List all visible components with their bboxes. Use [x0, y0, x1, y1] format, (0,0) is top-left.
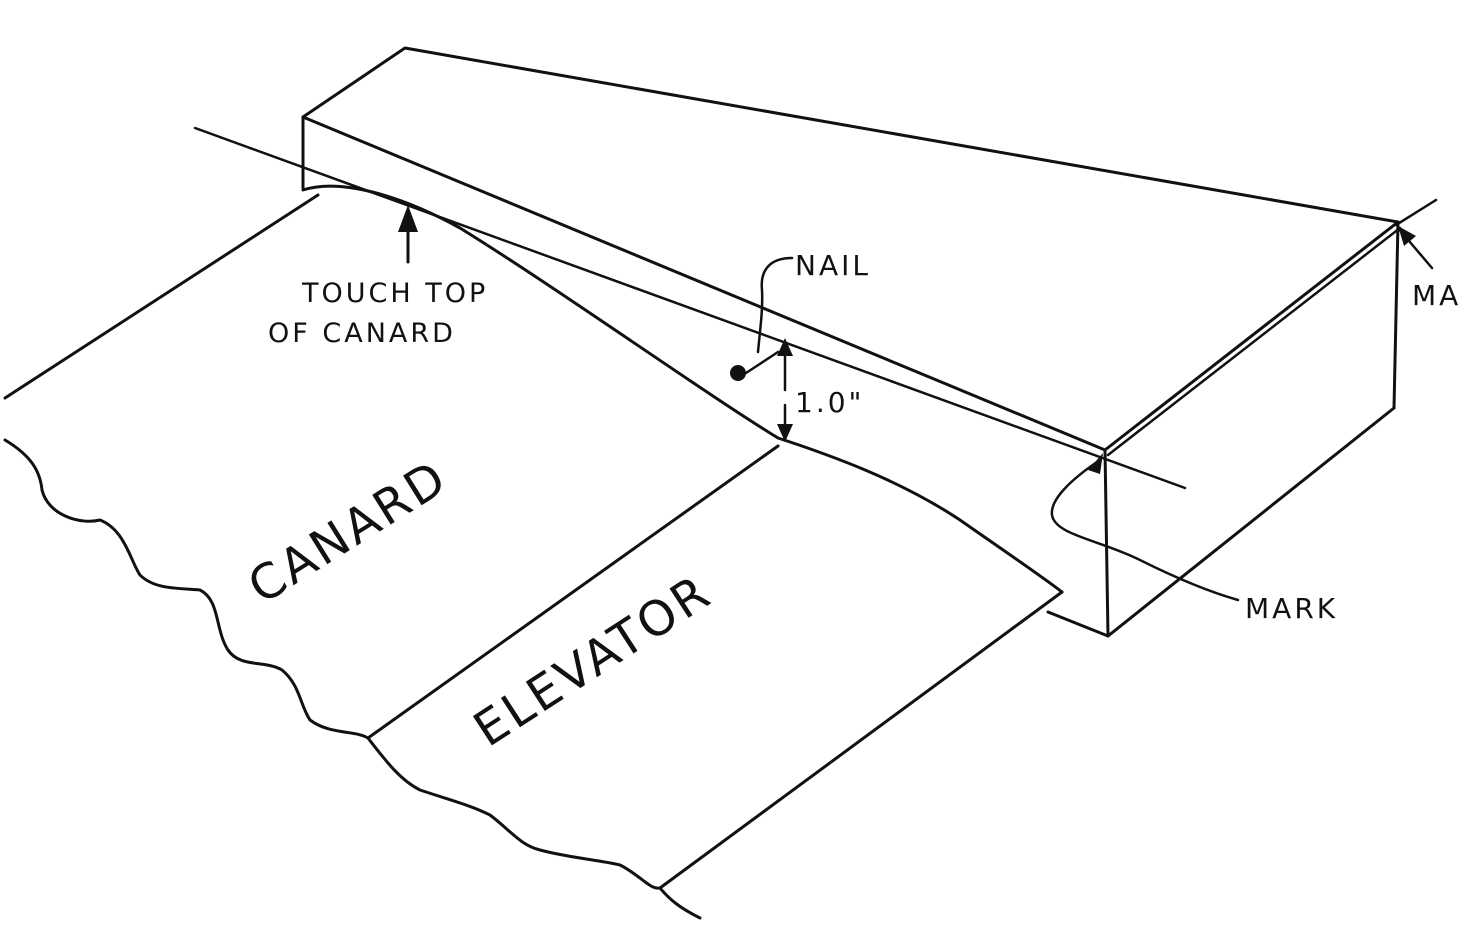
- mark-label-upper: MA: [1412, 279, 1461, 312]
- elevator-surface: [366, 590, 1064, 920]
- airfoil-profile: [301, 184, 1064, 594]
- airfoil-curve: [301, 184, 1064, 594]
- reference-line: [193, 126, 1187, 490]
- template-block: [301, 46, 1402, 638]
- arrowhead-icon: [398, 205, 418, 232]
- canard-label: CANARD: [239, 449, 458, 615]
- mark-upper-arrow-icon: [1398, 226, 1416, 246]
- elevator-label: ELEVATOR: [464, 564, 722, 758]
- block-top-back-line: [1106, 226, 1402, 457]
- nail-label: NAIL: [795, 249, 871, 282]
- dimension-down-arrow-icon: [777, 424, 793, 442]
- canard-surface: [3, 193, 780, 740]
- elevator-trailing-edge: [658, 590, 1064, 890]
- mark-upper-leader-line: [1394, 198, 1438, 227]
- mark-label-lower: MARK: [1245, 592, 1338, 625]
- block-front-top-edge: [301, 115, 1107, 452]
- dimension-marker: [777, 338, 793, 442]
- canard-elevator-hinge-line: [366, 444, 780, 740]
- nail-callout: [730, 256, 794, 381]
- touch-top-arrow: [398, 205, 418, 264]
- canard-wavy-break: [3, 438, 370, 740]
- nail-dot-icon: [730, 365, 746, 381]
- elevator-wavy-break: [366, 736, 702, 920]
- block-right-front-edge: [1103, 448, 1110, 638]
- block-top-face: [301, 46, 1400, 452]
- mark-arrow-icon: [1088, 453, 1103, 474]
- mark-callout-lower: [1050, 453, 1240, 602]
- block-front-bottom-edge: [1046, 610, 1110, 638]
- block-right-back-edge: [1392, 220, 1400, 410]
- dimension-label: 1.0": [795, 386, 864, 419]
- touch-label-line1: TOUCH TOP: [301, 278, 488, 309]
- dimension-up-arrow-icon: [777, 338, 793, 356]
- mark-leader-line: [1050, 458, 1240, 602]
- canard-leading-edge: [3, 193, 320, 400]
- touch-label-line2: OF CANARD: [268, 318, 456, 349]
- block-right-bottom-edge: [1106, 406, 1396, 638]
- nail-leader-line: [756, 256, 794, 354]
- mark-callout-upper: [1394, 198, 1438, 270]
